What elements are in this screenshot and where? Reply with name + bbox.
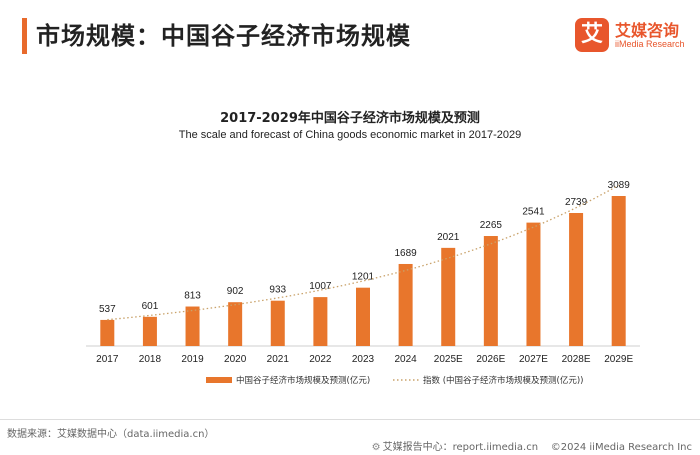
legend-label-bars: 中国谷子经济市场规模及预测(亿元) xyxy=(236,375,370,386)
page-title: 市场规模：中国谷子经济市场规模 xyxy=(36,22,411,50)
legend-swatch-bars xyxy=(206,377,232,383)
bar xyxy=(569,212,584,346)
chart-subtitle: The scale and forecast of China goods ec… xyxy=(178,129,522,141)
x-tick-label: 2022 xyxy=(309,354,332,365)
bar-chart: 537 2017 601 2018 813 2019 902 2020 933 2021 1007 2… xyxy=(86,180,640,386)
x-tick-label: 2029E xyxy=(604,354,633,365)
x-tick-label: 2019 xyxy=(181,354,204,365)
report-site: 艾媒报告中心：report.iimedia.cn xyxy=(382,442,539,453)
bar xyxy=(398,263,413,346)
x-tick-label: 2021 xyxy=(267,354,290,365)
x-tick-label: 2025E xyxy=(434,354,463,365)
bar xyxy=(526,222,541,346)
x-tick-label: 2026E xyxy=(476,354,505,365)
bar xyxy=(611,196,626,346)
title-accent-bar xyxy=(22,18,27,54)
chart-title: 2017-2029年中国谷子经济市场规模及预测 xyxy=(220,111,480,126)
data-source: 数据来源：艾媒数据中心（data.iimedia.cn） xyxy=(7,429,215,440)
bar xyxy=(270,300,285,346)
bar xyxy=(185,306,200,346)
x-tick-label: 2017 xyxy=(96,354,119,365)
data-label: 813 xyxy=(184,291,201,302)
brand-logo: 艾 艾媒咨询 iiMedia Research xyxy=(575,16,690,56)
data-label: 1007 xyxy=(309,281,332,292)
bar xyxy=(142,316,157,346)
data-label: 2541 xyxy=(522,207,545,218)
bar xyxy=(356,287,370,346)
bar xyxy=(228,302,243,346)
bar xyxy=(313,297,328,346)
bar xyxy=(100,319,115,346)
data-label: 2021 xyxy=(437,232,460,243)
gear-icon: ⚙ xyxy=(371,442,381,453)
data-label: 3089 xyxy=(608,180,631,191)
copyright: ©2024 iiMedia Research Inc xyxy=(550,442,692,453)
footer-divider xyxy=(0,419,700,420)
x-tick-label: 2028E xyxy=(562,354,591,365)
bar xyxy=(483,236,498,346)
data-label: 1201 xyxy=(352,272,375,283)
data-label: 1689 xyxy=(394,248,417,259)
data-label: 2739 xyxy=(565,197,588,208)
x-tick-label: 2018 xyxy=(139,354,162,365)
logo-name-cn: 艾媒咨询 xyxy=(615,21,680,40)
logo-mark: 艾 xyxy=(575,18,609,52)
data-label: 933 xyxy=(269,285,286,296)
bar xyxy=(441,247,456,346)
x-tick-label: 2024 xyxy=(394,354,417,365)
data-label: 601 xyxy=(142,301,159,312)
data-label: 2265 xyxy=(480,220,503,231)
data-label: 902 xyxy=(227,286,244,297)
x-tick-label: 2027E xyxy=(519,354,548,365)
x-tick-label: 2020 xyxy=(224,354,247,365)
legend-label-trend: 指数 (中国谷子经济市场规模及预测(亿元)) xyxy=(423,375,583,386)
logo-name-en: iiMedia Research xyxy=(615,39,685,49)
x-tick-label: 2023 xyxy=(352,354,375,365)
footer-right: ⚙ 艾媒报告中心：report.iimedia.cn ©2024 iiMedia … xyxy=(372,438,692,453)
data-label: 537 xyxy=(99,304,116,315)
